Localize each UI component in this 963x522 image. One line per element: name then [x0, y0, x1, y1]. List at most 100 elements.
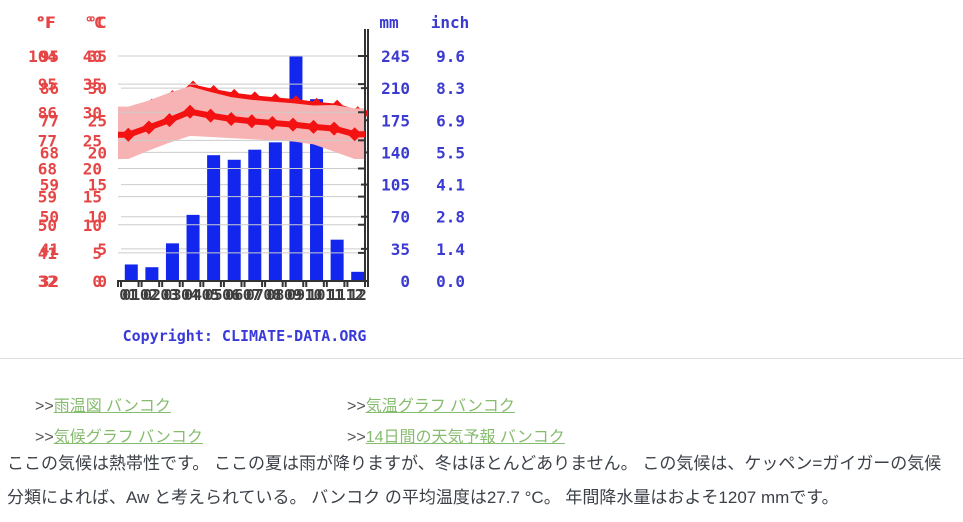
inch-axis-title: inch	[431, 13, 470, 32]
axis-tick-label: 35	[391, 240, 410, 259]
axis-tick-label: 68	[38, 160, 57, 179]
axis-tick-label: 10	[88, 208, 107, 227]
link-row: >>雨温図 バンコク	[35, 392, 171, 416]
month-label: 12	[349, 286, 367, 304]
axis-tick-label: 35	[83, 75, 102, 94]
axis-tick-label: 0.0	[436, 272, 465, 291]
precipitation-bar	[124, 264, 138, 281]
month-label: 07	[246, 286, 264, 304]
temperature-marker	[244, 114, 259, 129]
axis-tick-label: 6.9	[436, 111, 465, 130]
celsius-axis-title: °C	[87, 13, 106, 32]
month-label: 04	[184, 286, 202, 304]
axis-tick-label: 245	[381, 47, 410, 66]
axis-tick-label: 41	[38, 244, 57, 263]
axis-tick-label: 40	[83, 47, 102, 66]
month-label: 01	[122, 286, 140, 304]
month-label: 07	[243, 286, 261, 304]
link-prefix: >>	[35, 398, 54, 415]
precipitation-bar	[186, 214, 200, 281]
axis-tick-label: 10	[83, 216, 102, 235]
axis-tick-label: 20	[83, 160, 102, 179]
link-row: >>気候グラフ バンコク	[35, 423, 203, 447]
axis-tick-label: 104	[28, 47, 57, 66]
temperature-marker	[162, 113, 177, 128]
axis-tick-label: 4.1	[436, 176, 465, 195]
link-prefix: >>	[347, 429, 366, 446]
link-prefix: >>	[35, 429, 54, 446]
axis-tick-label: 20	[88, 143, 107, 162]
fahrenheit-axis-title: °F	[36, 13, 55, 32]
month-label: 05	[205, 286, 223, 304]
axis-tick-label: 5.5	[436, 143, 465, 162]
axis-tick-label: 105	[381, 176, 410, 195]
axis-tick-label: 1.4	[436, 240, 465, 259]
axis-tick-label: 30	[88, 79, 107, 98]
link-rain-temperature-diagram[interactable]: 雨温図 バンコク	[53, 398, 171, 415]
axis-tick-label: 68	[40, 143, 59, 162]
mm-axis-title: mm	[379, 13, 399, 32]
axis-tick-label: 210	[381, 79, 410, 98]
temperature-marker	[203, 108, 218, 123]
month-label: 09	[287, 286, 305, 304]
temperature-marker	[183, 104, 198, 119]
month-label: 03	[163, 286, 181, 304]
precipitation-bar	[248, 149, 262, 281]
axis-tick-label: 32	[38, 272, 57, 291]
axis-tick-label: 59	[40, 176, 59, 195]
axis-tick-label: 35	[88, 47, 107, 66]
axis-tick-label: 2.8	[436, 208, 465, 227]
axis-tick-label: 70	[391, 208, 410, 227]
axis-tick-label: 0	[400, 272, 410, 291]
month-label: 12	[346, 286, 364, 304]
fahrenheit-axis-title: °F	[35, 13, 54, 32]
month-label: 02	[143, 286, 161, 304]
axis-tick-label: 0	[92, 272, 102, 291]
precipitation-bar	[227, 159, 241, 281]
axis-tick-label: 41	[40, 240, 59, 259]
month-label: 08	[266, 286, 284, 304]
precipitation-bar	[351, 271, 365, 281]
month-label: 11	[325, 286, 343, 304]
axis-tick-label: 32	[40, 272, 59, 291]
link-temperature-graph[interactable]: 気温グラフ バンコク	[365, 398, 515, 415]
month-label: 02	[140, 286, 158, 304]
axis-tick-label: 9.6	[436, 47, 465, 66]
month-label: 10	[308, 286, 326, 304]
axis-tick-label: 95	[38, 75, 57, 94]
axis-tick-label: 8.3	[436, 79, 465, 98]
axis-tick-label: 140	[381, 143, 410, 162]
link-row: >>14日間の天気予報 バンコク	[347, 423, 565, 447]
climate-description: ここの気候は熱帯性です。 ここの夏は雨が降りますが、冬はほとんどありません。 こ…	[7, 454, 942, 507]
link-prefix: >>	[347, 398, 366, 415]
temperature-marker	[265, 115, 280, 130]
axis-tick-label: 59	[38, 188, 57, 207]
axis-tick-label: 30	[83, 103, 102, 122]
month-label: 06	[225, 286, 243, 304]
temperature-marker	[141, 120, 156, 135]
axis-tick-label: 77	[40, 111, 59, 130]
link-weather-forecast-14days[interactable]: 14日間の天気予報 バンコク	[365, 429, 565, 446]
temperature-marker	[285, 117, 300, 132]
month-label: 05	[202, 286, 220, 304]
temperature-marker	[327, 121, 342, 136]
precipitation-bar	[145, 267, 159, 281]
month-label: 08	[263, 286, 281, 304]
month-label: 06	[222, 286, 240, 304]
axis-tick-label: 5	[92, 244, 102, 263]
temperature-marker	[347, 127, 362, 142]
precipitation-bar	[330, 239, 344, 281]
celsius-axis-title: °C	[84, 13, 103, 32]
month-label: 09	[284, 286, 302, 304]
axis-tick-label: 77	[38, 131, 57, 150]
temperature-range-chart: °F °C104958677685950413240353025201510500…	[28, 13, 366, 304]
axis-tick-label: 86	[40, 79, 59, 98]
temperature-marker	[121, 127, 136, 142]
link-row: >>気温グラフ バンコク	[347, 392, 515, 416]
axis-tick-label: 15	[83, 188, 102, 207]
link-climate-graph[interactable]: 気候グラフ バンコク	[53, 429, 203, 446]
axis-tick-label: 25	[88, 111, 107, 130]
axis-tick-label: 5	[97, 240, 107, 259]
axis-tick-label: 0	[97, 272, 107, 291]
